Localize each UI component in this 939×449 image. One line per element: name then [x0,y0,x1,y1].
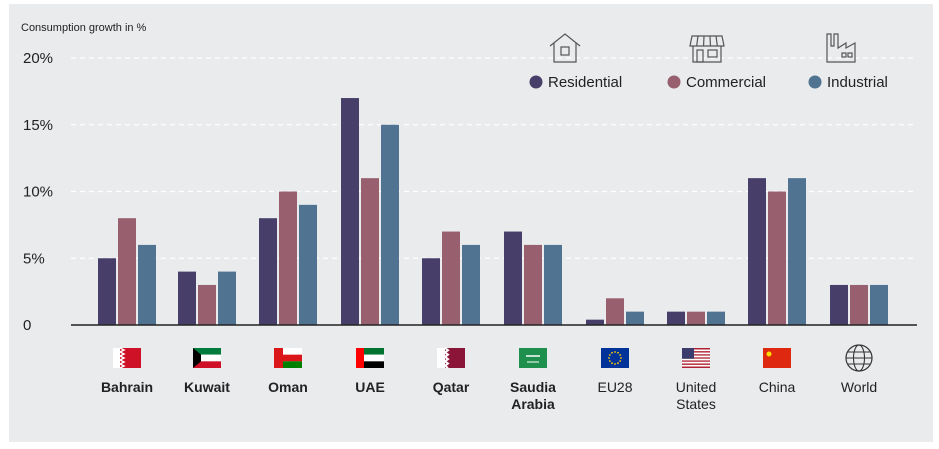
y-tick-label: 15% [23,117,53,134]
bar-world-residential [830,284,848,325]
legend: Residential Commercial Industrial [529,33,888,91]
x-tick-label-bahrain: Bahrain [101,379,153,395]
x-tick-label-eu28: EU28 [597,379,632,395]
bar-united-states-commercial [687,311,705,325]
bar-saudia-arabia-residential [504,231,522,325]
legend-item-residential: Residential [529,74,622,91]
bar-chart: Consumption growth in % 0 5% 10% 15% 20% Bah… [21,22,917,412]
qatar-flag [437,347,465,369]
legend-label-industrial: Industrial [827,74,888,91]
y-axis-ticks: 0 5% 10% 15% 20% [23,50,53,334]
x-tick-label-uae: UAE [355,379,385,395]
x-tick-label-world: World [841,379,877,395]
bar-qatar-commercial [442,231,460,325]
bar-uae-residential [341,98,359,325]
bar-world-industrial [870,284,888,325]
factory-icon [826,33,856,63]
bar-china-residential [748,178,766,325]
x-tick-label-oman: Oman [268,379,308,395]
legend-label-residential: Residential [548,74,622,91]
bar-kuwait-residential [178,271,196,325]
bar-saudia-arabia-commercial [524,244,542,325]
bar-bahrain-residential [98,258,116,325]
bar-eu28-residential [586,319,604,325]
y-tick-label: 0 [23,317,31,334]
y-tick-label: 20% [23,50,53,67]
x-tick-label-united-states: United States [676,379,716,412]
bar-kuwait-industrial [218,271,236,325]
legend-swatch-commercial [667,75,681,89]
x-tick-label-kuwait: Kuwait [184,379,230,395]
bar-uae-industrial [381,124,399,325]
eu-flag [601,348,629,368]
saudi-flag [519,348,547,368]
chart-panel: Consumption growth in % 0 5% 10% 15% 20% Bah… [9,4,933,442]
globe-icon [845,344,873,372]
bar-bahrain-industrial [138,244,156,325]
bar-kuwait-commercial [198,284,216,325]
bar-saudia-arabia-industrial [544,244,562,325]
bar-oman-industrial [299,204,317,325]
x-tick-label-saudia-arabia: Saudia Arabia [510,379,556,412]
house-icon [549,33,581,63]
bar-united-states-residential [667,311,685,325]
bar-oman-residential [259,218,277,325]
bar-world-commercial [850,284,868,325]
kuwait-flag [193,348,221,368]
y-tick-label: 5% [23,250,45,267]
x-tick-label-qatar: Qatar [433,379,470,395]
bar-qatar-residential [422,258,440,325]
uae-flag [356,348,384,368]
x-tick-label-china: China [759,379,796,395]
y-tick-label: 10% [23,184,53,201]
bars [98,98,888,325]
legend-item-commercial: Commercial [667,74,766,91]
oman-flag [274,348,302,368]
storefront-icon [689,35,725,63]
bar-oman-commercial [279,191,297,325]
bar-china-commercial [768,191,786,325]
bahrain-flag [113,347,141,369]
bar-eu28-commercial [606,298,624,325]
legend-label-commercial: Commercial [686,74,766,91]
bar-eu28-industrial [626,311,644,325]
bar-china-industrial [788,178,806,325]
china-flag [763,348,791,368]
us-flag [682,348,710,368]
category-flags [113,344,873,372]
bar-uae-commercial [361,178,379,325]
legend-swatch-industrial [808,75,822,89]
y-axis-title: Consumption growth in % [21,22,147,34]
legend-item-industrial: Industrial [808,74,888,91]
legend-swatch-residential [529,75,543,89]
category-labels: Bahrain Kuwait Oman UAE Qatar Saudia Arabia EU2… [101,379,877,412]
bar-united-states-industrial [707,311,725,325]
bar-qatar-industrial [462,244,480,325]
bar-bahrain-commercial [118,218,136,325]
